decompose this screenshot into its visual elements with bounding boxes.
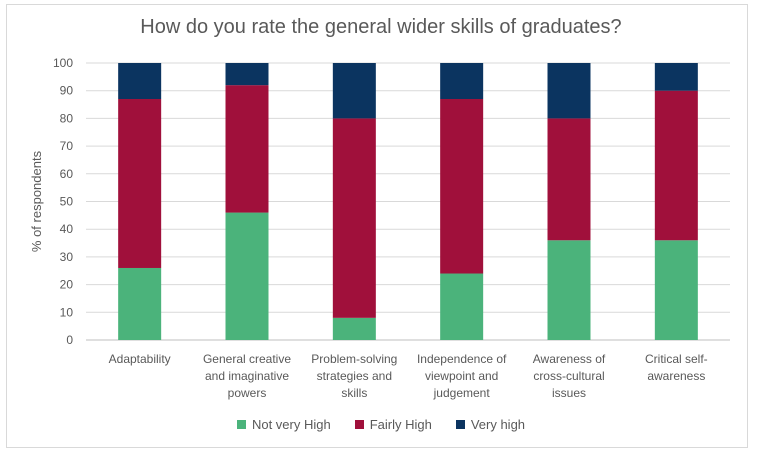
bar-very-high-0 <box>118 63 162 100</box>
legend-item-very-high: Very high <box>455 417 526 432</box>
x-tick-label: General creative and imaginative powers <box>203 352 291 400</box>
bar-not-very-high-2 <box>332 317 376 340</box>
chart-title: How do you rate the general wider skills… <box>140 16 622 38</box>
x-tick-label-line: viewpoint and <box>425 369 498 383</box>
chart-legend: Not very High Fairly High Very high <box>0 417 762 432</box>
bar-very-high-2 <box>332 63 376 119</box>
x-tick-label-line: powers <box>228 386 267 400</box>
x-tick-label: Awareness of cross-cultural issues <box>533 352 606 400</box>
bar-not-very-high-5 <box>654 240 698 340</box>
y-tick-label: 70 <box>60 139 74 153</box>
x-tick-label-line: judgement <box>433 386 491 400</box>
x-tick-label-line: Adaptability <box>109 352 171 366</box>
legend-label-not-very-high: Not very High <box>251 417 331 432</box>
x-tick-label: Independence of viewpoint and judgement <box>417 352 507 400</box>
bar-not-very-high-3 <box>440 273 484 340</box>
legend-label-fairly-high: Fairly High <box>369 417 432 432</box>
y-tick-label: 10 <box>60 305 74 319</box>
x-tick-label-line: and imaginative <box>205 369 289 383</box>
x-tick-label-line: Problem-solving <box>311 352 397 366</box>
bar-fairly-high-1 <box>225 85 269 213</box>
bar-not-very-high-0 <box>118 267 162 340</box>
bar-not-very-high-1 <box>225 212 269 340</box>
bar-fairly-high-0 <box>118 99 162 268</box>
x-tick-label-line: Independence of <box>417 352 507 366</box>
y-tick-label: 20 <box>60 278 74 292</box>
x-tick-label-line: Critical self- <box>645 352 708 366</box>
bar-fairly-high-3 <box>440 99 484 274</box>
bar-fairly-high-2 <box>332 118 376 318</box>
x-tick-label-line: General creative <box>203 352 291 366</box>
legend-swatch-fairly-high <box>354 420 364 429</box>
legend-item-fairly-high: Fairly High <box>354 417 432 432</box>
bar-very-high-4 <box>547 63 591 119</box>
x-tick-label-line: Awareness of <box>533 352 606 366</box>
legend-item-not-very-high: Not very High <box>236 417 331 432</box>
bar-very-high-3 <box>440 63 484 100</box>
legend-swatch-very-high <box>455 420 465 429</box>
x-tick-label-line: awareness <box>647 369 705 383</box>
x-tick-label: Critical self-awareness <box>645 352 708 383</box>
bar-not-very-high-4 <box>547 240 591 340</box>
y-axis-label: % of respondents <box>29 150 44 252</box>
x-tick-label: Problem-solving strategies and skills <box>311 352 397 400</box>
y-tick-label: 100 <box>53 56 73 70</box>
bar-very-high-5 <box>654 63 698 91</box>
y-tick-label: 40 <box>60 222 74 236</box>
bar-fairly-high-5 <box>654 90 698 241</box>
y-tick-label: 0 <box>66 333 73 347</box>
x-tick-label-line: cross-cultural <box>533 369 604 383</box>
x-tick-label-line: issues <box>552 386 586 400</box>
x-tick-label-line: strategies and <box>317 369 392 383</box>
y-tick-label: 60 <box>60 167 74 181</box>
x-tick-label-line: skills <box>341 386 367 400</box>
legend-label-very-high: Very high <box>470 417 526 432</box>
bar-fairly-high-4 <box>547 118 591 241</box>
bar-very-high-1 <box>225 63 269 86</box>
y-tick-label: 30 <box>60 250 74 264</box>
y-tick-label: 90 <box>60 84 74 98</box>
legend-swatch-not-very-high <box>236 420 246 429</box>
y-tick-label: 50 <box>60 195 74 209</box>
y-tick-label: 80 <box>60 111 74 125</box>
x-tick-label: Adaptability <box>109 352 171 366</box>
